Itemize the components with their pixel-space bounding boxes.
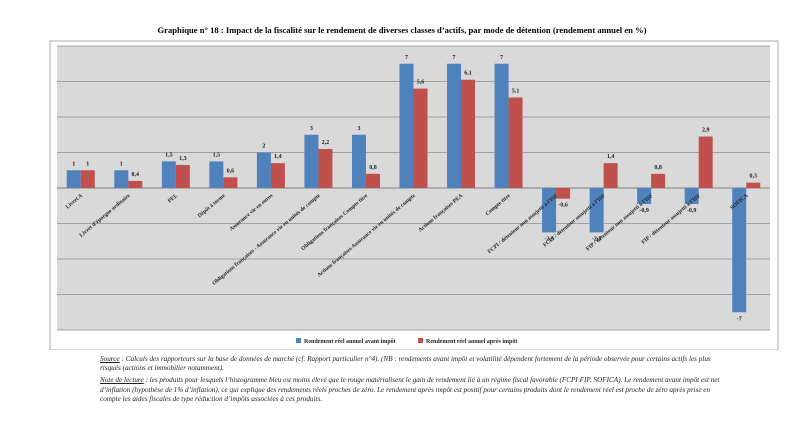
bar bbox=[351, 134, 366, 188]
bar bbox=[494, 63, 509, 188]
data-label: 3 bbox=[357, 126, 360, 132]
bar bbox=[413, 88, 428, 188]
data-label: -0,9 bbox=[687, 208, 697, 214]
data-label: 0,3 bbox=[749, 174, 757, 180]
bar bbox=[447, 63, 462, 188]
data-label: 1 bbox=[86, 161, 89, 167]
reading-label: Note de lecture bbox=[100, 376, 144, 385]
bar bbox=[651, 173, 666, 188]
bar bbox=[128, 180, 143, 188]
data-label: 2,2 bbox=[322, 140, 330, 146]
data-label: 3 bbox=[310, 126, 313, 132]
bar bbox=[508, 97, 523, 188]
bar bbox=[318, 148, 333, 188]
source-text: : Calculs des rapporteurs sur la base de… bbox=[100, 355, 711, 373]
notes: Source : Calculs des rapporteurs sur la … bbox=[100, 355, 720, 407]
bar bbox=[114, 170, 129, 188]
data-label: 0,6 bbox=[227, 168, 235, 174]
data-label: -7 bbox=[737, 316, 742, 322]
data-label: 6,1 bbox=[464, 71, 472, 77]
data-label: 1,4 bbox=[274, 154, 282, 160]
data-label: 2,9 bbox=[702, 128, 710, 134]
chart-title: Graphique n° 18 : Impact de la fiscalité… bbox=[157, 25, 646, 35]
legend-label: Rendement réel annuel après impôt bbox=[426, 339, 517, 345]
data-label: 0,4 bbox=[132, 172, 140, 178]
bar bbox=[223, 177, 238, 188]
bar bbox=[637, 188, 652, 204]
data-label: 0,8 bbox=[369, 165, 377, 171]
x-tick-label: PEL bbox=[167, 193, 179, 205]
bar bbox=[461, 79, 476, 188]
data-label: -0,9 bbox=[639, 208, 649, 214]
bar bbox=[175, 164, 190, 188]
data-label: 1,5 bbox=[165, 152, 173, 158]
reading-note: Note de lecture : les produits pour lesq… bbox=[100, 376, 720, 404]
data-label: 2 bbox=[262, 144, 265, 150]
bar bbox=[209, 161, 224, 188]
data-label: 1 bbox=[120, 161, 123, 167]
data-label: -0,6 bbox=[558, 203, 568, 209]
bar bbox=[365, 173, 380, 188]
bar bbox=[746, 182, 761, 188]
data-label: 0,8 bbox=[654, 165, 662, 171]
data-label: 1 bbox=[72, 161, 75, 167]
data-label: 1,5 bbox=[213, 152, 221, 158]
bar bbox=[603, 163, 618, 188]
source-label: Source bbox=[100, 355, 120, 363]
legend-swatch bbox=[418, 338, 423, 343]
source: Source : Calculs des rapporteurs sur la … bbox=[100, 355, 720, 373]
bar bbox=[589, 188, 604, 233]
bar bbox=[556, 188, 571, 199]
bar bbox=[66, 170, 81, 188]
bar bbox=[161, 161, 176, 188]
data-label: 7 bbox=[500, 55, 503, 61]
legend-label: Rendement réel annuel avant impôt bbox=[304, 339, 396, 345]
bar bbox=[304, 134, 319, 188]
data-label: 5,1 bbox=[512, 88, 520, 94]
data-label: 1,3 bbox=[179, 156, 187, 162]
bar bbox=[256, 152, 271, 188]
bar bbox=[684, 188, 699, 204]
bar bbox=[270, 163, 285, 188]
data-label: 1,4 bbox=[607, 154, 615, 160]
bar bbox=[732, 188, 747, 313]
reading-text: : les produits pour lesquels l’histogram… bbox=[100, 376, 720, 403]
data-label: 7 bbox=[405, 55, 408, 61]
data-label: -2,5 bbox=[592, 236, 602, 242]
bar bbox=[542, 188, 557, 233]
data-label: 5,6 bbox=[417, 80, 425, 86]
bar bbox=[698, 136, 713, 188]
chart: Graphique n° 18 : Impact de la fiscalité… bbox=[49, 25, 779, 351]
data-label: 7 bbox=[453, 55, 456, 61]
data-label: -2,5 bbox=[544, 236, 554, 242]
legend-swatch bbox=[296, 338, 301, 343]
bar bbox=[399, 63, 414, 188]
bar bbox=[80, 170, 95, 188]
